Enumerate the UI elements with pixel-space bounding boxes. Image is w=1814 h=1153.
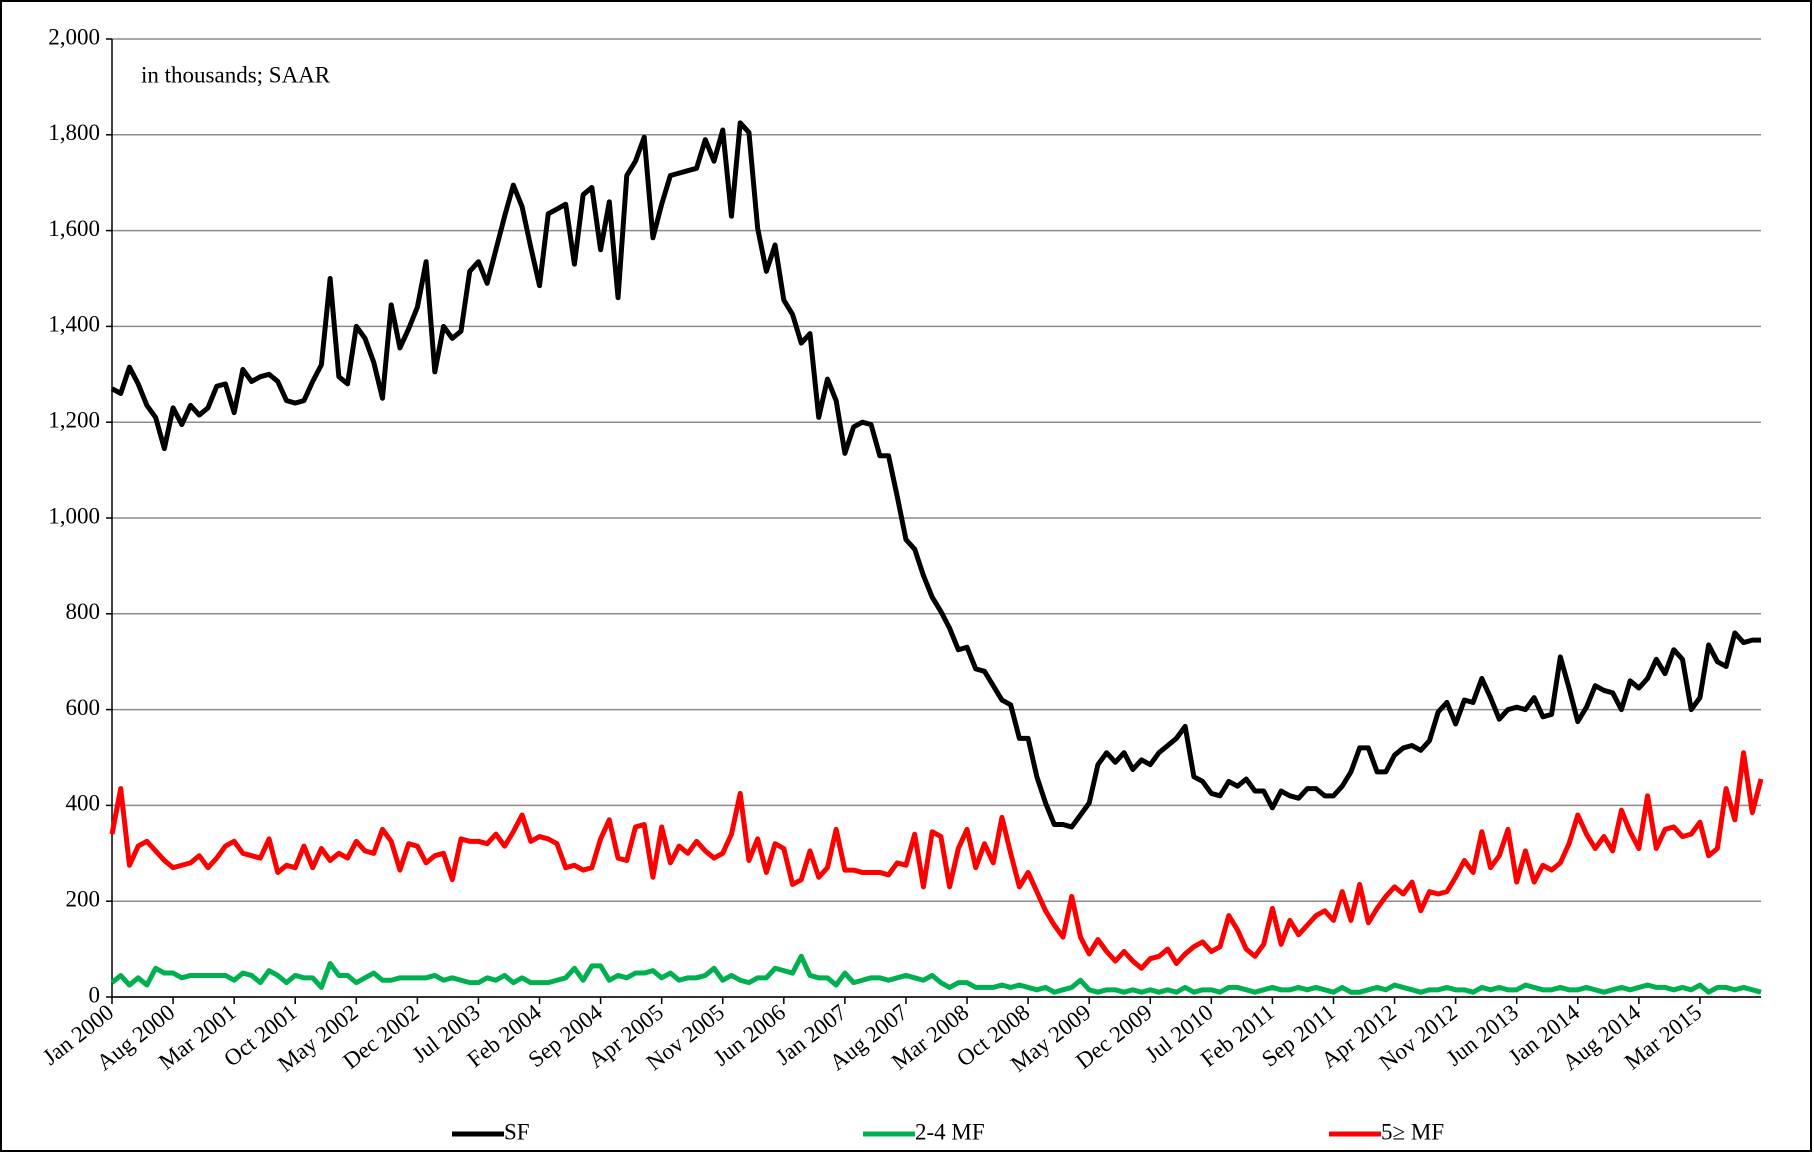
y-tick-label: 400 (66, 791, 101, 816)
y-tick-label: 200 (66, 886, 101, 911)
y-tick-label: 1,600 (48, 216, 100, 241)
legend-label: SF (504, 1119, 530, 1144)
legend-label: 5≥ MF (1381, 1119, 1444, 1144)
y-tick-label: 1,000 (48, 503, 100, 528)
series-line (110, 120, 1761, 830)
series-line (109, 750, 1764, 971)
y-tick-label: 600 (66, 695, 101, 720)
y-tick-label: 1,200 (48, 407, 100, 432)
y-tick-label: 800 (66, 599, 101, 624)
y-tick-label: 1,800 (48, 120, 100, 145)
y-tick-label: 1,400 (48, 312, 100, 337)
annotation: in thousands; SAAR (141, 62, 331, 87)
series-line (110, 953, 1762, 995)
y-tick-label: 0 (89, 982, 101, 1007)
y-tick-label: 2,000 (48, 24, 100, 49)
legend-label: 2-4 MF (915, 1119, 985, 1144)
